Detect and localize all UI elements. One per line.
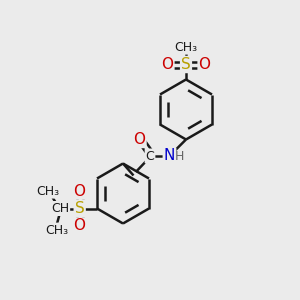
Text: CH: CH xyxy=(51,202,69,215)
Text: O: O xyxy=(74,218,86,233)
Text: O: O xyxy=(134,132,146,147)
Text: O: O xyxy=(161,57,173,72)
Text: S: S xyxy=(75,201,85,216)
Text: CH₃: CH₃ xyxy=(174,40,198,54)
Text: CH₃: CH₃ xyxy=(36,184,59,198)
Text: H: H xyxy=(174,149,184,163)
Text: S: S xyxy=(181,57,191,72)
Text: C: C xyxy=(146,149,154,163)
Text: O: O xyxy=(74,184,86,199)
Text: N: N xyxy=(164,148,175,164)
Text: CH₃: CH₃ xyxy=(45,224,68,237)
Text: O: O xyxy=(199,57,211,72)
